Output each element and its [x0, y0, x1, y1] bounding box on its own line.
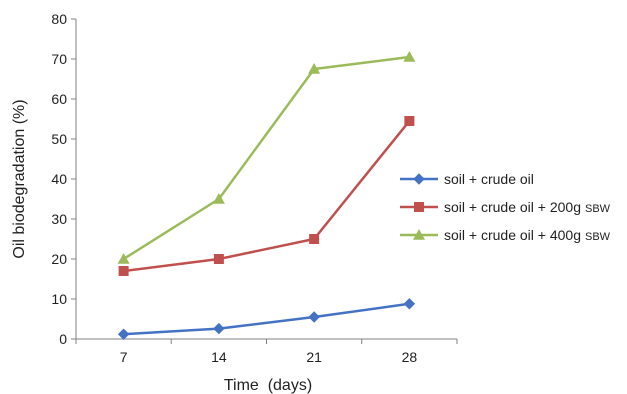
- legend-item: soil + crude oil + 200g SBW: [400, 199, 611, 215]
- data-point-square: [414, 202, 424, 212]
- legend-label: soil + crude oil + 200g SBW: [444, 199, 611, 215]
- y-tick-label: 60: [51, 91, 67, 107]
- data-point-triangle: [212, 193, 225, 204]
- y-axis-title: Oil biodegradation (%): [11, 99, 28, 258]
- data-point-diamond: [213, 322, 225, 335]
- series-line: [123, 302, 410, 336]
- x-axis-title: Time (days): [224, 377, 312, 394]
- x-tick-label: 14: [211, 349, 227, 365]
- y-axis: 0 10 20 30 40 50 60 70 80: [51, 11, 77, 347]
- data-point-square: [404, 116, 415, 126]
- data-point-diamond: [413, 173, 425, 185]
- data-point-triangle: [413, 229, 425, 240]
- x-tick-label: 7: [120, 349, 128, 365]
- y-tick-label: 50: [51, 131, 67, 147]
- series-line: [123, 120, 411, 273]
- series-line: [122, 55, 410, 261]
- data-point-diamond: [117, 328, 130, 340]
- legend-item: soil + crude oil: [400, 171, 534, 187]
- legend-label: soil + crude oil + 400g SBW: [444, 227, 611, 243]
- data-point-square: [213, 254, 224, 264]
- data-point-square: [118, 266, 129, 276]
- y-tick-label: 10: [51, 291, 67, 307]
- y-tick-label: 30: [51, 211, 67, 227]
- legend-item: soil + crude oil + 400g SBW: [400, 227, 611, 243]
- series-3: [117, 51, 416, 264]
- y-tick-label: 80: [51, 11, 67, 27]
- y-tick-label: 20: [51, 251, 67, 267]
- x-tick-label: 21: [306, 349, 322, 365]
- data-point-diamond: [308, 311, 320, 323]
- series-2: [118, 116, 415, 276]
- y-tick-label: 40: [51, 171, 67, 187]
- y-tick-label: 0: [59, 331, 67, 347]
- data-point-triangle: [403, 51, 416, 62]
- x-axis: 7 14 21 28: [75, 338, 458, 365]
- legend: soil + crude oil soil + crude oil + 200g S…: [400, 171, 611, 243]
- legend-label: soil + crude oil: [444, 171, 534, 187]
- data-point-square: [309, 234, 320, 244]
- x-tick-label: 28: [402, 349, 418, 365]
- series-1: [117, 298, 416, 340]
- data-point-triangle: [308, 63, 321, 74]
- y-tick-label: 70: [51, 51, 67, 67]
- data-point-diamond: [403, 298, 416, 310]
- data-point-triangle: [117, 253, 130, 264]
- series-layer: [117, 51, 416, 340]
